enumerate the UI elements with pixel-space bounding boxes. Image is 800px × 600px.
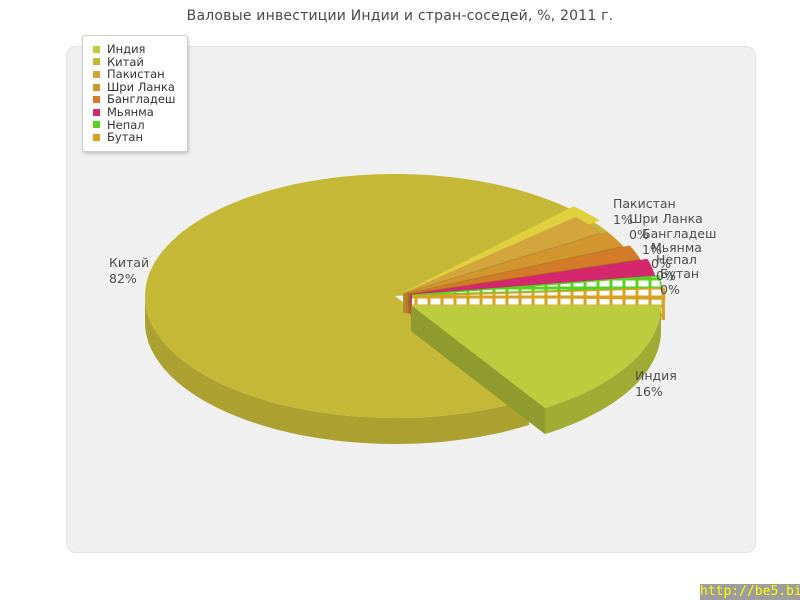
slice-label-name: Китай: [109, 255, 150, 270]
slice-label-myanmar: Мьянма 0%: [651, 240, 702, 271]
slice-label-name: Индия: [635, 368, 677, 383]
slice-label-percent: 82%: [109, 270, 137, 286]
slice-label-bhutan: Бутан 0%: [660, 266, 699, 297]
slice-label-percent: 16%: [635, 383, 663, 399]
legend-swatch-sri-lanka: [93, 83, 100, 91]
legend-swatch-pakistan: [93, 70, 100, 78]
legend-swatch-china: [93, 58, 100, 66]
slice-label-percent: 0%: [656, 267, 676, 283]
legend-swatch-bhutan: [93, 133, 100, 141]
watermark-link[interactable]: http://be5.biz/: [700, 584, 800, 600]
legend-label-bangladesh: Бангладеш: [107, 92, 176, 107]
legend-item-bhutan: Бутан: [93, 131, 175, 144]
slice-label-name: Бангладеш: [642, 226, 717, 241]
legend: Индия Китай Пакистан Шри Ланка Бангладеш Мьян…: [82, 35, 189, 152]
legend-item-bangladesh: Бангладеш: [93, 93, 175, 106]
slice-label-name: Пакистан: [613, 196, 676, 211]
slice-label-percent: 0%: [660, 281, 680, 297]
legend-label-bhutan: Бутан: [107, 130, 143, 145]
slice-label-percent: 1%: [613, 211, 633, 227]
slice-label-china: Китай 82%: [109, 255, 149, 286]
slice-label-percent: 0%: [651, 255, 671, 271]
legend-swatch-bangladesh: [93, 96, 100, 104]
chart-title: Валовые инвестиции Индии и стран-соседей…: [186, 8, 614, 24]
legend-label-china: Китай: [107, 54, 144, 69]
slice-label-pakistan: Пакистан 1%: [613, 196, 676, 227]
legend-label-myanmar: Мьянма: [107, 104, 154, 119]
legend-swatch-nepal: [93, 121, 100, 129]
pie-slice-india: [411, 305, 661, 435]
legend-item-pakistan: Пакистан: [93, 68, 175, 81]
legend-swatch-myanmar: [93, 108, 100, 116]
slice-label-bangladesh: Бангладеш 1%: [642, 226, 716, 257]
slice-label-percent: 0%: [629, 226, 649, 242]
legend-item-nepal: Непал: [93, 117, 175, 132]
legend-swatch-india: [93, 45, 100, 53]
legend-label-sri-lanka: Шри Ланка: [107, 79, 175, 94]
legend-item-myanmar: Мьянма: [93, 106, 175, 119]
slice-label-name: Шри Ланка: [629, 211, 703, 226]
slice-label-sri-lanka: Шри Ланка 0%: [629, 211, 703, 242]
slice-label-name: Бутан: [660, 266, 700, 281]
legend-label-nepal: Непал: [107, 117, 145, 132]
legend-label-india: Индия: [107, 42, 146, 56]
slice-label-name: Непал: [656, 252, 697, 267]
china-edge-highlight: [400, 206, 600, 294]
slice-label-nepal: Непал 0%: [656, 252, 697, 283]
legend-item-sri-lanka: Шри Ланка: [93, 81, 175, 94]
slice-label-percent: 1%: [642, 241, 662, 257]
slice-label-india: Индия 16%: [635, 368, 677, 399]
legend-item-china: Китай: [93, 54, 175, 69]
legend-label-pakistan: Пакистан: [107, 67, 165, 82]
legend-item-india: Индия: [93, 43, 175, 56]
slice-label-name: Мьянма: [651, 240, 702, 255]
